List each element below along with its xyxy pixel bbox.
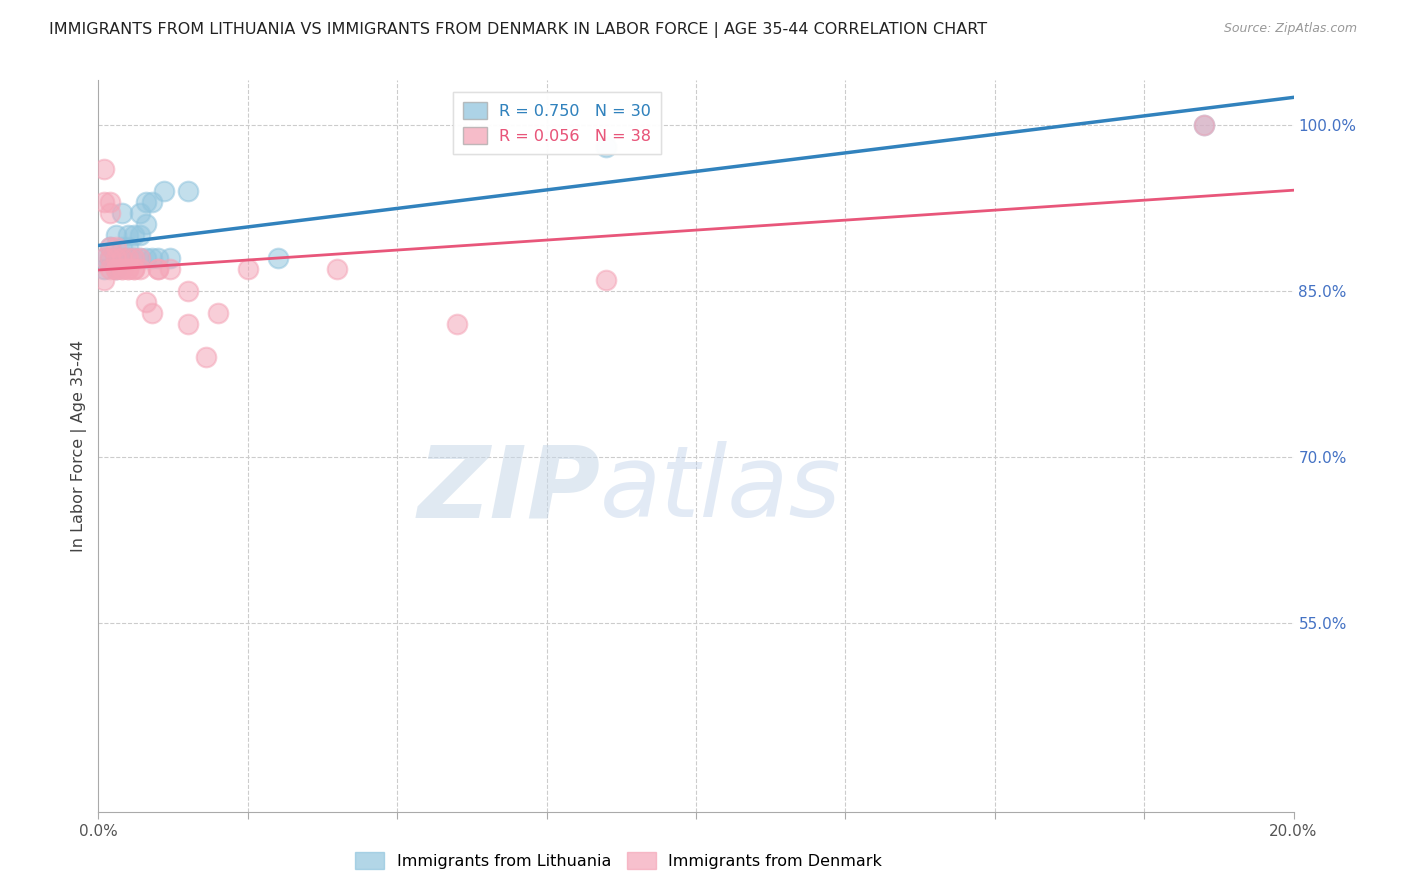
- Point: [111, 261, 134, 276]
- Point: [117, 251, 139, 265]
- Text: Source: ZipAtlas.com: Source: ZipAtlas.com: [1223, 22, 1357, 36]
- Point: [93, 251, 115, 265]
- Point: [124, 251, 146, 265]
- Point: [111, 261, 134, 276]
- Point: [177, 184, 200, 198]
- Point: [267, 251, 290, 265]
- Point: [105, 261, 128, 276]
- Point: [595, 140, 617, 154]
- Point: [141, 306, 163, 320]
- Point: [98, 261, 122, 276]
- Point: [135, 251, 157, 265]
- Point: [98, 239, 122, 253]
- Point: [129, 251, 152, 265]
- Point: [105, 251, 128, 265]
- Point: [98, 239, 122, 253]
- Point: [326, 261, 349, 276]
- Legend: R = 0.750   N = 30, R = 0.056   N = 38: R = 0.750 N = 30, R = 0.056 N = 38: [453, 92, 661, 154]
- Point: [129, 228, 152, 243]
- Text: atlas: atlas: [600, 442, 842, 539]
- Point: [124, 251, 146, 265]
- Point: [105, 261, 128, 276]
- Point: [148, 261, 170, 276]
- Text: IMMIGRANTS FROM LITHUANIA VS IMMIGRANTS FROM DENMARK IN LABOR FORCE | AGE 35-44 : IMMIGRANTS FROM LITHUANIA VS IMMIGRANTS …: [49, 22, 987, 38]
- Point: [98, 251, 122, 265]
- Point: [105, 261, 128, 276]
- Point: [117, 261, 139, 276]
- Text: ZIP: ZIP: [418, 442, 600, 539]
- Point: [135, 218, 157, 232]
- Point: [105, 251, 128, 265]
- Point: [595, 273, 617, 287]
- Point: [98, 195, 122, 210]
- Point: [117, 251, 139, 265]
- Point: [124, 261, 146, 276]
- Point: [117, 239, 139, 253]
- Point: [195, 351, 218, 365]
- Point: [141, 195, 163, 210]
- Point: [148, 251, 170, 265]
- Point: [236, 261, 259, 276]
- Point: [1192, 118, 1215, 132]
- Point: [148, 261, 170, 276]
- Point: [135, 195, 157, 210]
- Legend: Immigrants from Lithuania, Immigrants from Denmark: Immigrants from Lithuania, Immigrants fr…: [349, 846, 889, 875]
- Point: [93, 161, 115, 176]
- Point: [159, 261, 181, 276]
- Point: [129, 251, 152, 265]
- Point: [117, 228, 139, 243]
- Point: [105, 239, 128, 253]
- Point: [98, 251, 122, 265]
- Point: [207, 306, 229, 320]
- Point: [111, 251, 134, 265]
- Point: [446, 317, 468, 331]
- Point: [111, 251, 134, 265]
- Point: [111, 206, 134, 220]
- Point: [124, 228, 146, 243]
- Y-axis label: In Labor Force | Age 35-44: In Labor Force | Age 35-44: [72, 340, 87, 552]
- Point: [1192, 118, 1215, 132]
- Point: [98, 206, 122, 220]
- Point: [93, 261, 115, 276]
- Point: [124, 261, 146, 276]
- Point: [177, 317, 200, 331]
- Point: [111, 239, 134, 253]
- Point: [105, 228, 128, 243]
- Point: [141, 251, 163, 265]
- Point: [177, 284, 200, 298]
- Point: [93, 195, 115, 210]
- Point: [135, 294, 157, 309]
- Point: [129, 206, 152, 220]
- Point: [93, 251, 115, 265]
- Point: [153, 184, 176, 198]
- Point: [129, 261, 152, 276]
- Point: [93, 273, 115, 287]
- Point: [117, 261, 139, 276]
- Point: [159, 251, 181, 265]
